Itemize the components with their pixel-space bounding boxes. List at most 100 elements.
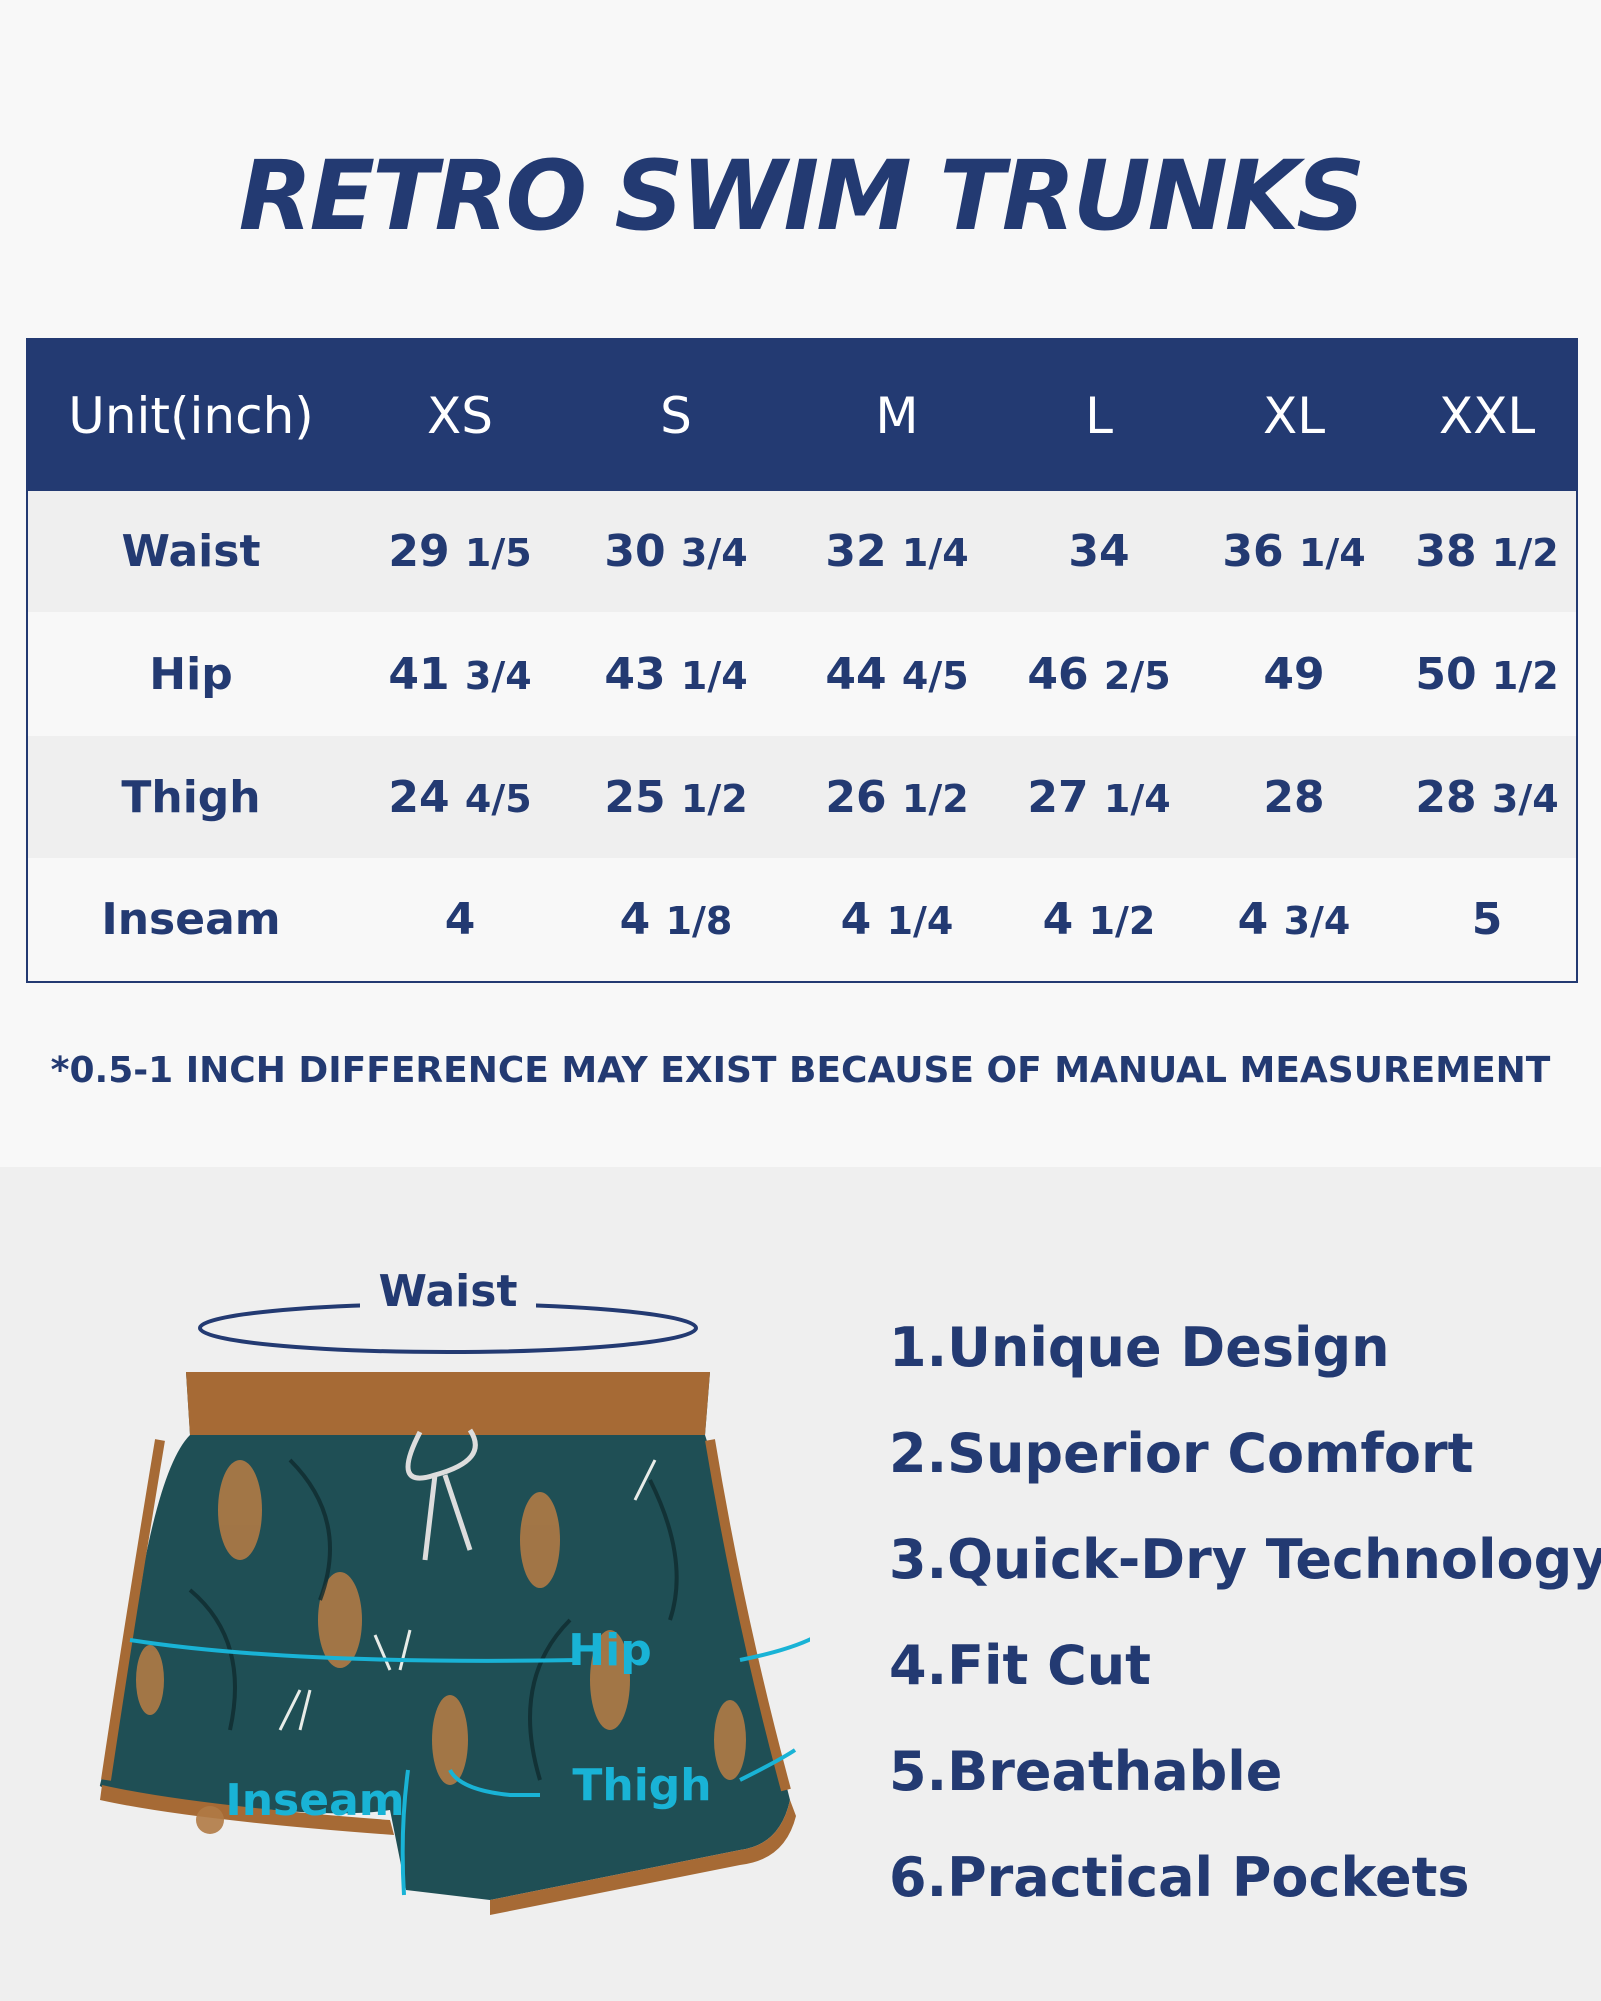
feature-item: 6.Practical Pockets: [889, 1846, 1470, 1909]
table-cell: 50 1/2: [1398, 649, 1576, 700]
inseam-label: Inseam: [225, 1775, 404, 1826]
whole-value: 5: [1471, 894, 1503, 945]
header-m: M: [875, 386, 919, 445]
table-row: Hip 41 3/4 43 1/4 44 4/5 46 2/5 49 50 1/2: [28, 612, 1576, 736]
fraction-value: 1/2: [1491, 531, 1559, 575]
table-cell: 5: [1398, 894, 1576, 945]
fraction-value: 3/4: [1283, 899, 1351, 943]
header-xxl: XXL: [1438, 386, 1536, 445]
fraction-value: 1/8: [665, 899, 733, 943]
whole-value: 46: [1027, 648, 1089, 700]
whole-value: 26: [825, 771, 887, 823]
feature-list: 1.Unique Design 2.Superior Comfort 3.Qui…: [889, 1310, 1601, 1946]
shorts-image: [99, 1372, 796, 1915]
table-cell: 4: [354, 894, 566, 945]
table-cell: 4 1/2: [1008, 894, 1190, 945]
row-label: Waist: [121, 526, 261, 577]
fraction-value: 1/4: [886, 899, 954, 943]
table-cell: 25 1/2: [566, 772, 786, 823]
size-chart-table: Unit(inch) XS S M L XL XXL Waist 29 1/5 30…: [26, 338, 1578, 983]
fraction-value: 3/4: [1491, 776, 1559, 821]
fraction-value: 4/5: [464, 776, 532, 821]
table-cell: 4 1/4: [786, 894, 1008, 945]
table-cell: 46 2/5: [1008, 649, 1190, 700]
row-label: Inseam: [101, 894, 281, 945]
fraction-value: 1/2: [1491, 653, 1559, 698]
table-row: Inseam 4 4 1/8 4 1/4 4 1/2 4 3/4 5: [28, 858, 1576, 981]
table-cell: 26 1/2: [786, 772, 1008, 823]
whole-value: 4: [1237, 894, 1269, 945]
whole-value: 41: [388, 648, 450, 700]
table-cell: 28 3/4: [1398, 772, 1576, 823]
table-cell: 27 1/4: [1008, 772, 1190, 823]
fraction-value: 3/4: [464, 653, 532, 698]
table-cell: 4 3/4: [1190, 894, 1398, 945]
table-cell: 41 3/4: [354, 649, 566, 700]
feature-item: 2.Superior Comfort: [889, 1422, 1474, 1485]
table-cell: 24 4/5: [354, 772, 566, 823]
fraction-value: 2/5: [1103, 653, 1171, 698]
table-cell: 32 1/4: [786, 526, 1008, 577]
feature-item: 3.Quick-Dry Technology: [889, 1528, 1601, 1591]
header-xs: XS: [427, 386, 493, 445]
whole-value: 24: [388, 771, 450, 823]
table-row: Waist 29 1/5 30 3/4 32 1/4 34 36 1/4 38 1/2: [28, 491, 1576, 612]
fraction-value: 1/5: [464, 531, 532, 575]
row-label: Hip: [149, 648, 233, 700]
whole-value: 36: [1222, 526, 1284, 577]
table-cell: 38 1/2: [1398, 526, 1576, 577]
table-cell: 43 1/4: [566, 649, 786, 700]
fraction-value: 3/4: [680, 531, 748, 575]
swim-trunks-diagram: Waist Hip Thigh Inseam: [99, 1266, 810, 1915]
header-xl: XL: [1262, 386, 1326, 445]
fraction-value: 4/5: [901, 653, 969, 698]
fraction-value: 1/4: [901, 531, 969, 575]
table-cell: 44 4/5: [786, 649, 1008, 700]
measurement-note: *0.5-1 INCH DIFFERENCE MAY EXIST BECAUSE…: [50, 1050, 1551, 1091]
whole-value: 32: [825, 526, 887, 577]
row-label: Thigh: [121, 771, 261, 823]
whole-value: 4: [840, 894, 872, 945]
table-cell: 34: [1008, 526, 1190, 577]
whole-value: 4: [444, 894, 476, 945]
hip-label: Hip: [568, 1625, 651, 1676]
table-cell: 28: [1190, 772, 1398, 823]
fraction-value: 1/4: [680, 653, 748, 698]
whole-value: 50: [1415, 648, 1477, 700]
whole-value: 44: [825, 648, 887, 700]
feature-item: 5.Breathable: [889, 1740, 1283, 1803]
whole-value: 38: [1415, 526, 1477, 577]
whole-value: 4: [619, 894, 651, 945]
feature-item: 4.Fit Cut: [889, 1634, 1151, 1697]
table-cell: 29 1/5: [354, 526, 566, 577]
whole-value: 34: [1068, 526, 1130, 577]
page-title: RETRO SWIM TRUNKS: [238, 140, 1366, 252]
fraction-value: 1/2: [680, 776, 748, 821]
fraction-value: 1/4: [1103, 776, 1171, 821]
table-header-row: Unit(inch) XS S M L XL XXL: [28, 340, 1576, 491]
table-cell: 49: [1190, 649, 1398, 700]
waist-label: Waist: [379, 1266, 518, 1317]
header-unit: Unit(inch): [68, 386, 314, 445]
header-s: S: [660, 386, 692, 445]
whole-value: 49: [1263, 648, 1325, 700]
whole-value: 28: [1263, 771, 1325, 823]
table-row: Thigh 24 4/5 25 1/2 26 1/2 27 1/4 28 28 3/4: [28, 736, 1576, 858]
whole-value: 29: [388, 526, 450, 577]
table-cell: 4 1/8: [566, 894, 786, 945]
fraction-value: 1/2: [901, 776, 969, 821]
whole-value: 27: [1027, 771, 1089, 823]
whole-value: 4: [1042, 894, 1074, 945]
thigh-label: Thigh: [572, 1760, 711, 1811]
fraction-value: 1/4: [1298, 531, 1366, 575]
whole-value: 30: [604, 526, 666, 577]
fraction-value: 1/2: [1088, 899, 1156, 943]
measurement-lines: [129, 1637, 810, 1896]
whole-value: 28: [1415, 771, 1477, 823]
whole-value: 43: [604, 648, 666, 700]
feature-item: 1.Unique Design: [889, 1316, 1390, 1379]
header-l: L: [1085, 386, 1113, 445]
whole-value: 25: [604, 771, 666, 823]
table-cell: 36 1/4: [1190, 526, 1398, 577]
table-cell: 30 3/4: [566, 526, 786, 577]
